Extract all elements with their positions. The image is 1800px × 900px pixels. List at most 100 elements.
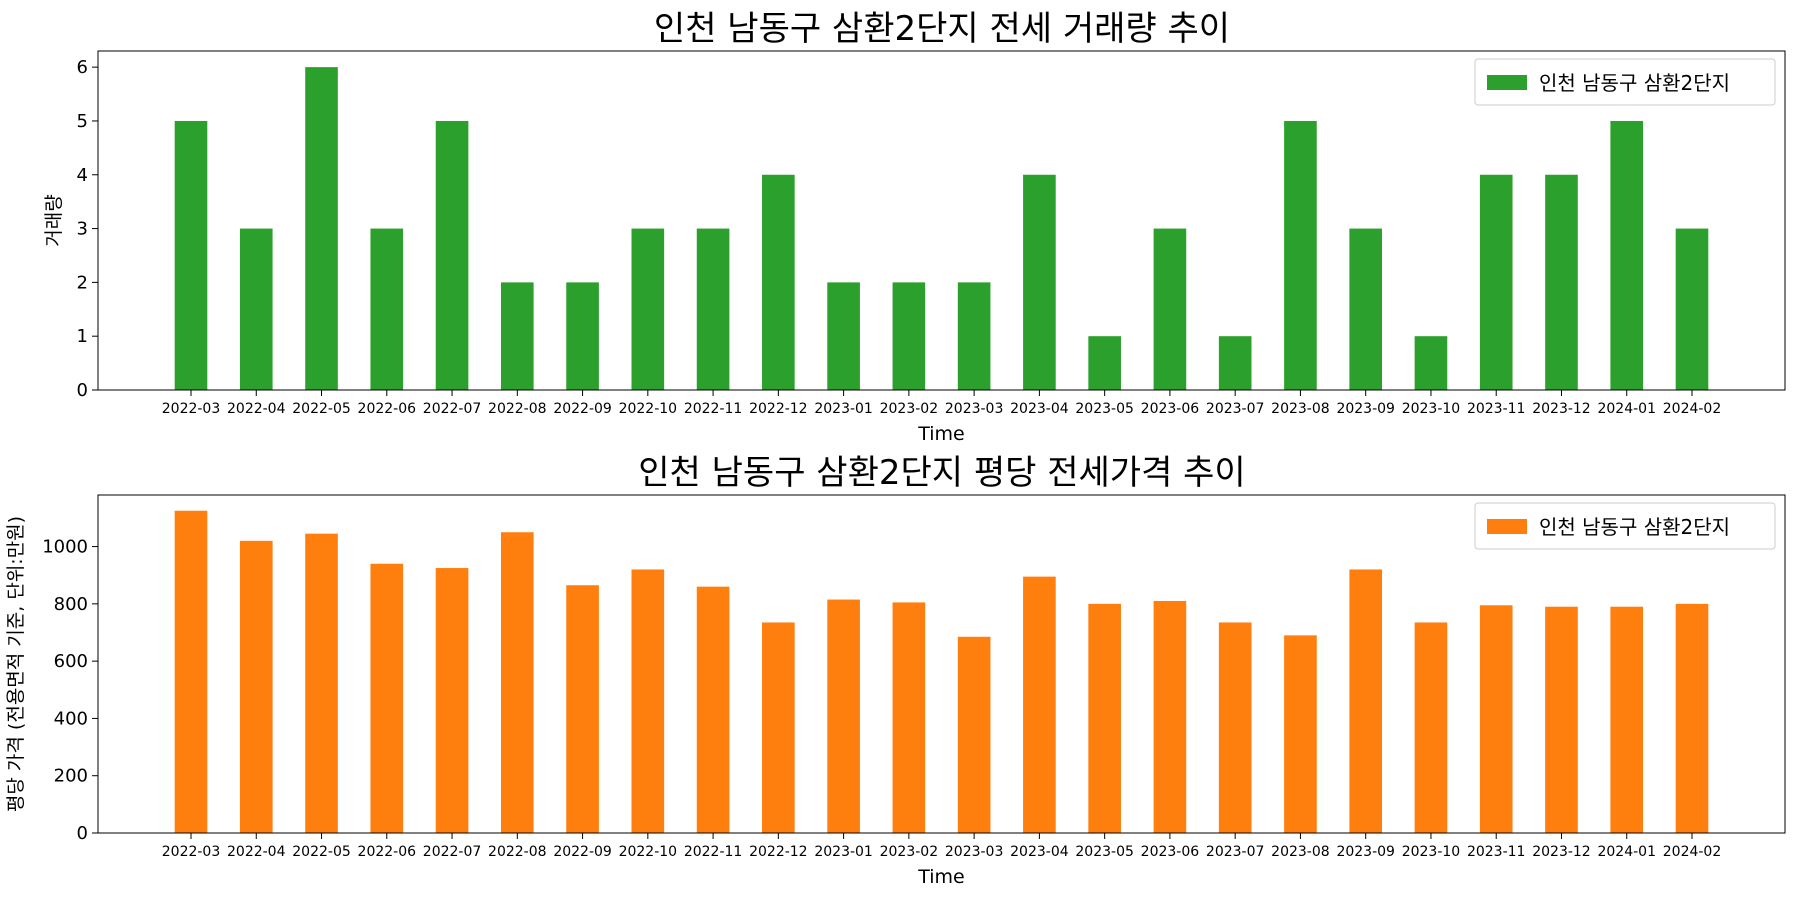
x-tick-label: 2022-04 — [227, 401, 286, 417]
legend: 인천 남동구 삼환2단지 — [1474, 58, 1776, 106]
legend-box — [1474, 502, 1776, 550]
chart-title: 인천 남동구 삼환2단지 전세 거래량 추이 — [654, 9, 1230, 49]
x-tick-label: 2022-06 — [358, 844, 417, 860]
bar-2023-10 — [1414, 622, 1448, 833]
bar-2022-06 — [370, 563, 404, 833]
x-tick-label: 2022-09 — [553, 844, 612, 860]
x-tick-label: 2023-02 — [880, 401, 939, 417]
x-tick-label: 2023-01 — [814, 844, 873, 860]
x-tick-label: 2024-01 — [1597, 401, 1656, 417]
x-tick-label: 2022-08 — [488, 844, 547, 860]
x-tick-label: 2023-12 — [1532, 844, 1591, 860]
bar-2023-09 — [1349, 228, 1383, 390]
bar-2022-11 — [696, 586, 730, 833]
y-tick-label: 2 — [77, 272, 88, 293]
x-tick-label: 2022-10 — [619, 844, 678, 860]
x-axis-ticks: 2022-03 2022-04 2022-05 2022-06 2022-07 2022-… — [162, 390, 1722, 417]
y-axis-ticks: 0 1 2 3 4 5 6 — [77, 57, 98, 401]
x-tick-label: 2022-11 — [684, 401, 743, 417]
bar-2023-06 — [1153, 228, 1187, 390]
bar-2022-03 — [174, 510, 208, 833]
x-tick-label: 2022-07 — [423, 401, 482, 417]
bar-2024-02 — [1675, 603, 1709, 833]
x-tick-label: 2022-03 — [162, 401, 221, 417]
y-tick-label: 1 — [77, 326, 88, 347]
x-tick-label: 2022-09 — [553, 401, 612, 417]
price-chart: 인천 남동구 삼환2단지 평당 전세가격 추이 0 200 400 600 800 100… — [5, 453, 1786, 888]
bar-group — [174, 67, 1709, 390]
bar-2022-12 — [762, 174, 795, 390]
legend-box — [1474, 58, 1776, 106]
y-axis-label: 거래량 — [43, 194, 65, 246]
x-tick-label: 2022-07 — [423, 844, 482, 860]
plot-frame — [97, 50, 1786, 391]
y-tick-label: 800 — [54, 594, 88, 615]
x-tick-label: 2022-04 — [227, 844, 286, 860]
x-tick-label: 2023-07 — [1206, 844, 1265, 860]
bar-2023-01 — [827, 599, 860, 833]
x-tick-label: 2024-02 — [1663, 401, 1722, 417]
bar-2022-11 — [696, 228, 730, 390]
bar-group — [174, 510, 1709, 833]
bar-2022-09 — [566, 282, 599, 390]
legend-swatch — [1487, 519, 1527, 534]
x-tick-label: 2023-11 — [1467, 844, 1526, 860]
x-tick-label: 2023-06 — [1141, 844, 1200, 860]
bar-2022-04 — [239, 228, 273, 390]
legend-entry: 인천 남동구 삼환2단지 — [1539, 71, 1730, 95]
bar-2022-05 — [305, 67, 338, 390]
legend-swatch — [1487, 75, 1527, 90]
bar-2023-03 — [957, 636, 991, 833]
x-axis-ticks: 2022-03 2022-04 2022-05 2022-06 2022-07 2022-… — [162, 833, 1722, 860]
bar-2022-10 — [631, 228, 665, 390]
bar-2023-06 — [1153, 600, 1187, 833]
bar-2022-03 — [174, 120, 208, 390]
y-axis-label: 평당 가격 (전용면적 기준, 단위:만원) — [5, 516, 27, 812]
x-tick-label: 2023-04 — [1010, 844, 1069, 860]
x-tick-label: 2024-02 — [1663, 844, 1722, 860]
bar-2023-11 — [1479, 174, 1513, 390]
bar-2023-09 — [1349, 569, 1383, 833]
x-tick-label: 2023-10 — [1402, 844, 1461, 860]
x-tick-label: 2024-01 — [1597, 844, 1656, 860]
bar-2023-11 — [1479, 605, 1513, 833]
y-tick-label: 1000 — [42, 537, 88, 558]
bar-2022-12 — [762, 622, 795, 833]
bar-2024-02 — [1675, 228, 1709, 390]
x-tick-label: 2023-08 — [1271, 844, 1330, 860]
bar-2022-08 — [500, 282, 534, 390]
x-axis-label: Time — [917, 866, 965, 888]
bar-2022-08 — [500, 532, 534, 833]
bar-2022-05 — [305, 533, 338, 833]
bar-2023-02 — [892, 602, 926, 833]
bar-2024-01 — [1610, 606, 1644, 833]
bar-2023-08 — [1284, 120, 1317, 390]
y-tick-label: 200 — [54, 766, 88, 787]
x-tick-label: 2023-09 — [1336, 401, 1395, 417]
x-axis-label: Time — [917, 423, 965, 445]
bar-2023-10 — [1414, 336, 1448, 390]
x-tick-label: 2022-06 — [358, 401, 417, 417]
bar-2023-02 — [892, 282, 926, 390]
x-tick-label: 2022-05 — [292, 844, 351, 860]
x-tick-label: 2023-03 — [945, 844, 1004, 860]
bar-2023-08 — [1284, 635, 1317, 833]
bar-2023-04 — [1023, 174, 1056, 390]
x-tick-label: 2023-11 — [1467, 401, 1526, 417]
y-tick-label: 4 — [77, 165, 88, 186]
x-tick-label: 2022-08 — [488, 401, 547, 417]
x-tick-label: 2023-05 — [1075, 401, 1134, 417]
x-tick-label: 2022-10 — [619, 401, 678, 417]
bar-2022-10 — [631, 569, 665, 833]
bar-2022-09 — [566, 585, 599, 833]
x-tick-label: 2022-03 — [162, 844, 221, 860]
y-tick-label: 400 — [54, 708, 88, 729]
x-tick-label: 2022-11 — [684, 844, 743, 860]
y-axis-ticks: 0 200 400 600 800 1000 — [42, 537, 98, 844]
x-tick-label: 2023-04 — [1010, 401, 1069, 417]
x-tick-label: 2022-12 — [749, 844, 808, 860]
x-tick-label: 2023-03 — [945, 401, 1004, 417]
x-tick-label: 2023-01 — [814, 401, 873, 417]
bar-2022-04 — [239, 540, 273, 833]
x-tick-label: 2023-02 — [880, 844, 939, 860]
